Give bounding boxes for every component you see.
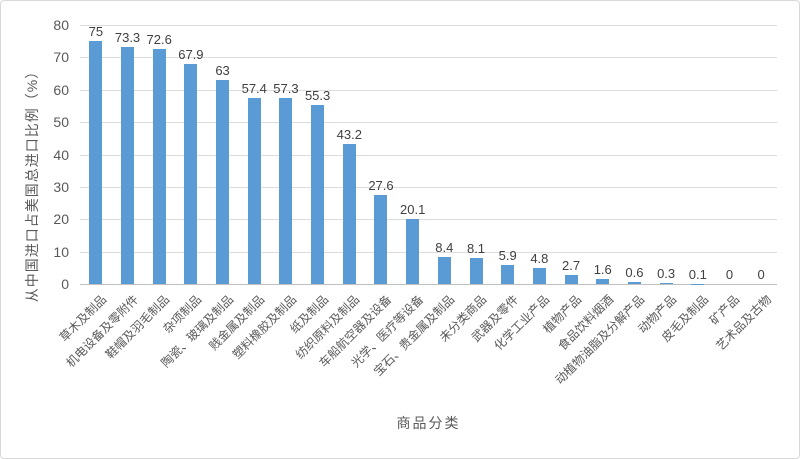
bar-value-label: 63 <box>215 63 230 79</box>
gridline <box>80 186 777 188</box>
bar <box>216 80 230 284</box>
bar-value-label: 27.6 <box>368 177 394 193</box>
bar <box>469 257 483 284</box>
y-tick-label: 0 <box>61 276 69 292</box>
bar-value-label: 55.3 <box>304 87 331 103</box>
bar-value-label: 73.3 <box>114 29 141 45</box>
bar-value-label: 4.8 <box>530 251 549 267</box>
bar-value-label: 8.4 <box>435 239 454 255</box>
bar-value-label: 1.6 <box>593 261 612 277</box>
bar <box>659 283 673 284</box>
bar <box>532 268 546 284</box>
bar <box>564 275 578 284</box>
bar <box>152 48 166 284</box>
bar-value-label: 0 <box>757 267 765 282</box>
bar-value-label: 72.6 <box>146 31 172 47</box>
gridline <box>80 251 777 253</box>
gridline <box>80 89 777 91</box>
bar <box>374 194 388 284</box>
bar-value-label: 43.2 <box>336 127 362 143</box>
bar-value-label: 0.1 <box>688 266 707 282</box>
bar <box>311 104 325 284</box>
gridline <box>80 284 777 285</box>
gridline <box>80 154 777 156</box>
bar-value-label: 2.7 <box>562 258 581 274</box>
y-tick-label: 30 <box>53 178 69 195</box>
bar <box>437 256 451 284</box>
bar <box>596 278 610 284</box>
bar <box>342 144 356 284</box>
bar <box>501 264 515 284</box>
gridline <box>80 122 777 124</box>
bar-value-label: 57.3 <box>273 81 299 97</box>
bar <box>627 282 641 284</box>
bar-value-label: 20.1 <box>400 201 426 217</box>
bar-value-label: 75 <box>88 24 104 40</box>
bar-value-label: 5.9 <box>498 247 517 263</box>
gridline <box>80 219 777 221</box>
y-tick-label: 70 <box>53 49 69 66</box>
y-tick-label: 80 <box>53 17 69 33</box>
bar-value-label: 0.6 <box>625 265 644 281</box>
bar <box>406 218 420 284</box>
y-tick-label: 40 <box>53 146 69 163</box>
x-axis-title: 商品分类 <box>396 415 461 431</box>
y-tick-label: 20 <box>53 211 69 228</box>
gridline <box>80 25 777 26</box>
y-tick-label: 50 <box>53 114 69 131</box>
bar-value-label: 0.3 <box>657 266 676 282</box>
bar <box>247 98 261 284</box>
bar-value-label: 57.4 <box>241 81 267 97</box>
bar-value-label: 8.1 <box>466 240 486 256</box>
bar <box>184 64 198 284</box>
y-tick-label: 60 <box>53 81 69 98</box>
bar <box>89 41 103 284</box>
bar-value-label: 0 <box>725 267 734 282</box>
y-tick-label: 10 <box>53 243 69 260</box>
bar <box>279 98 293 284</box>
bar <box>121 46 135 284</box>
gridline <box>80 57 777 59</box>
bar-value-label: 67.9 <box>178 47 204 63</box>
